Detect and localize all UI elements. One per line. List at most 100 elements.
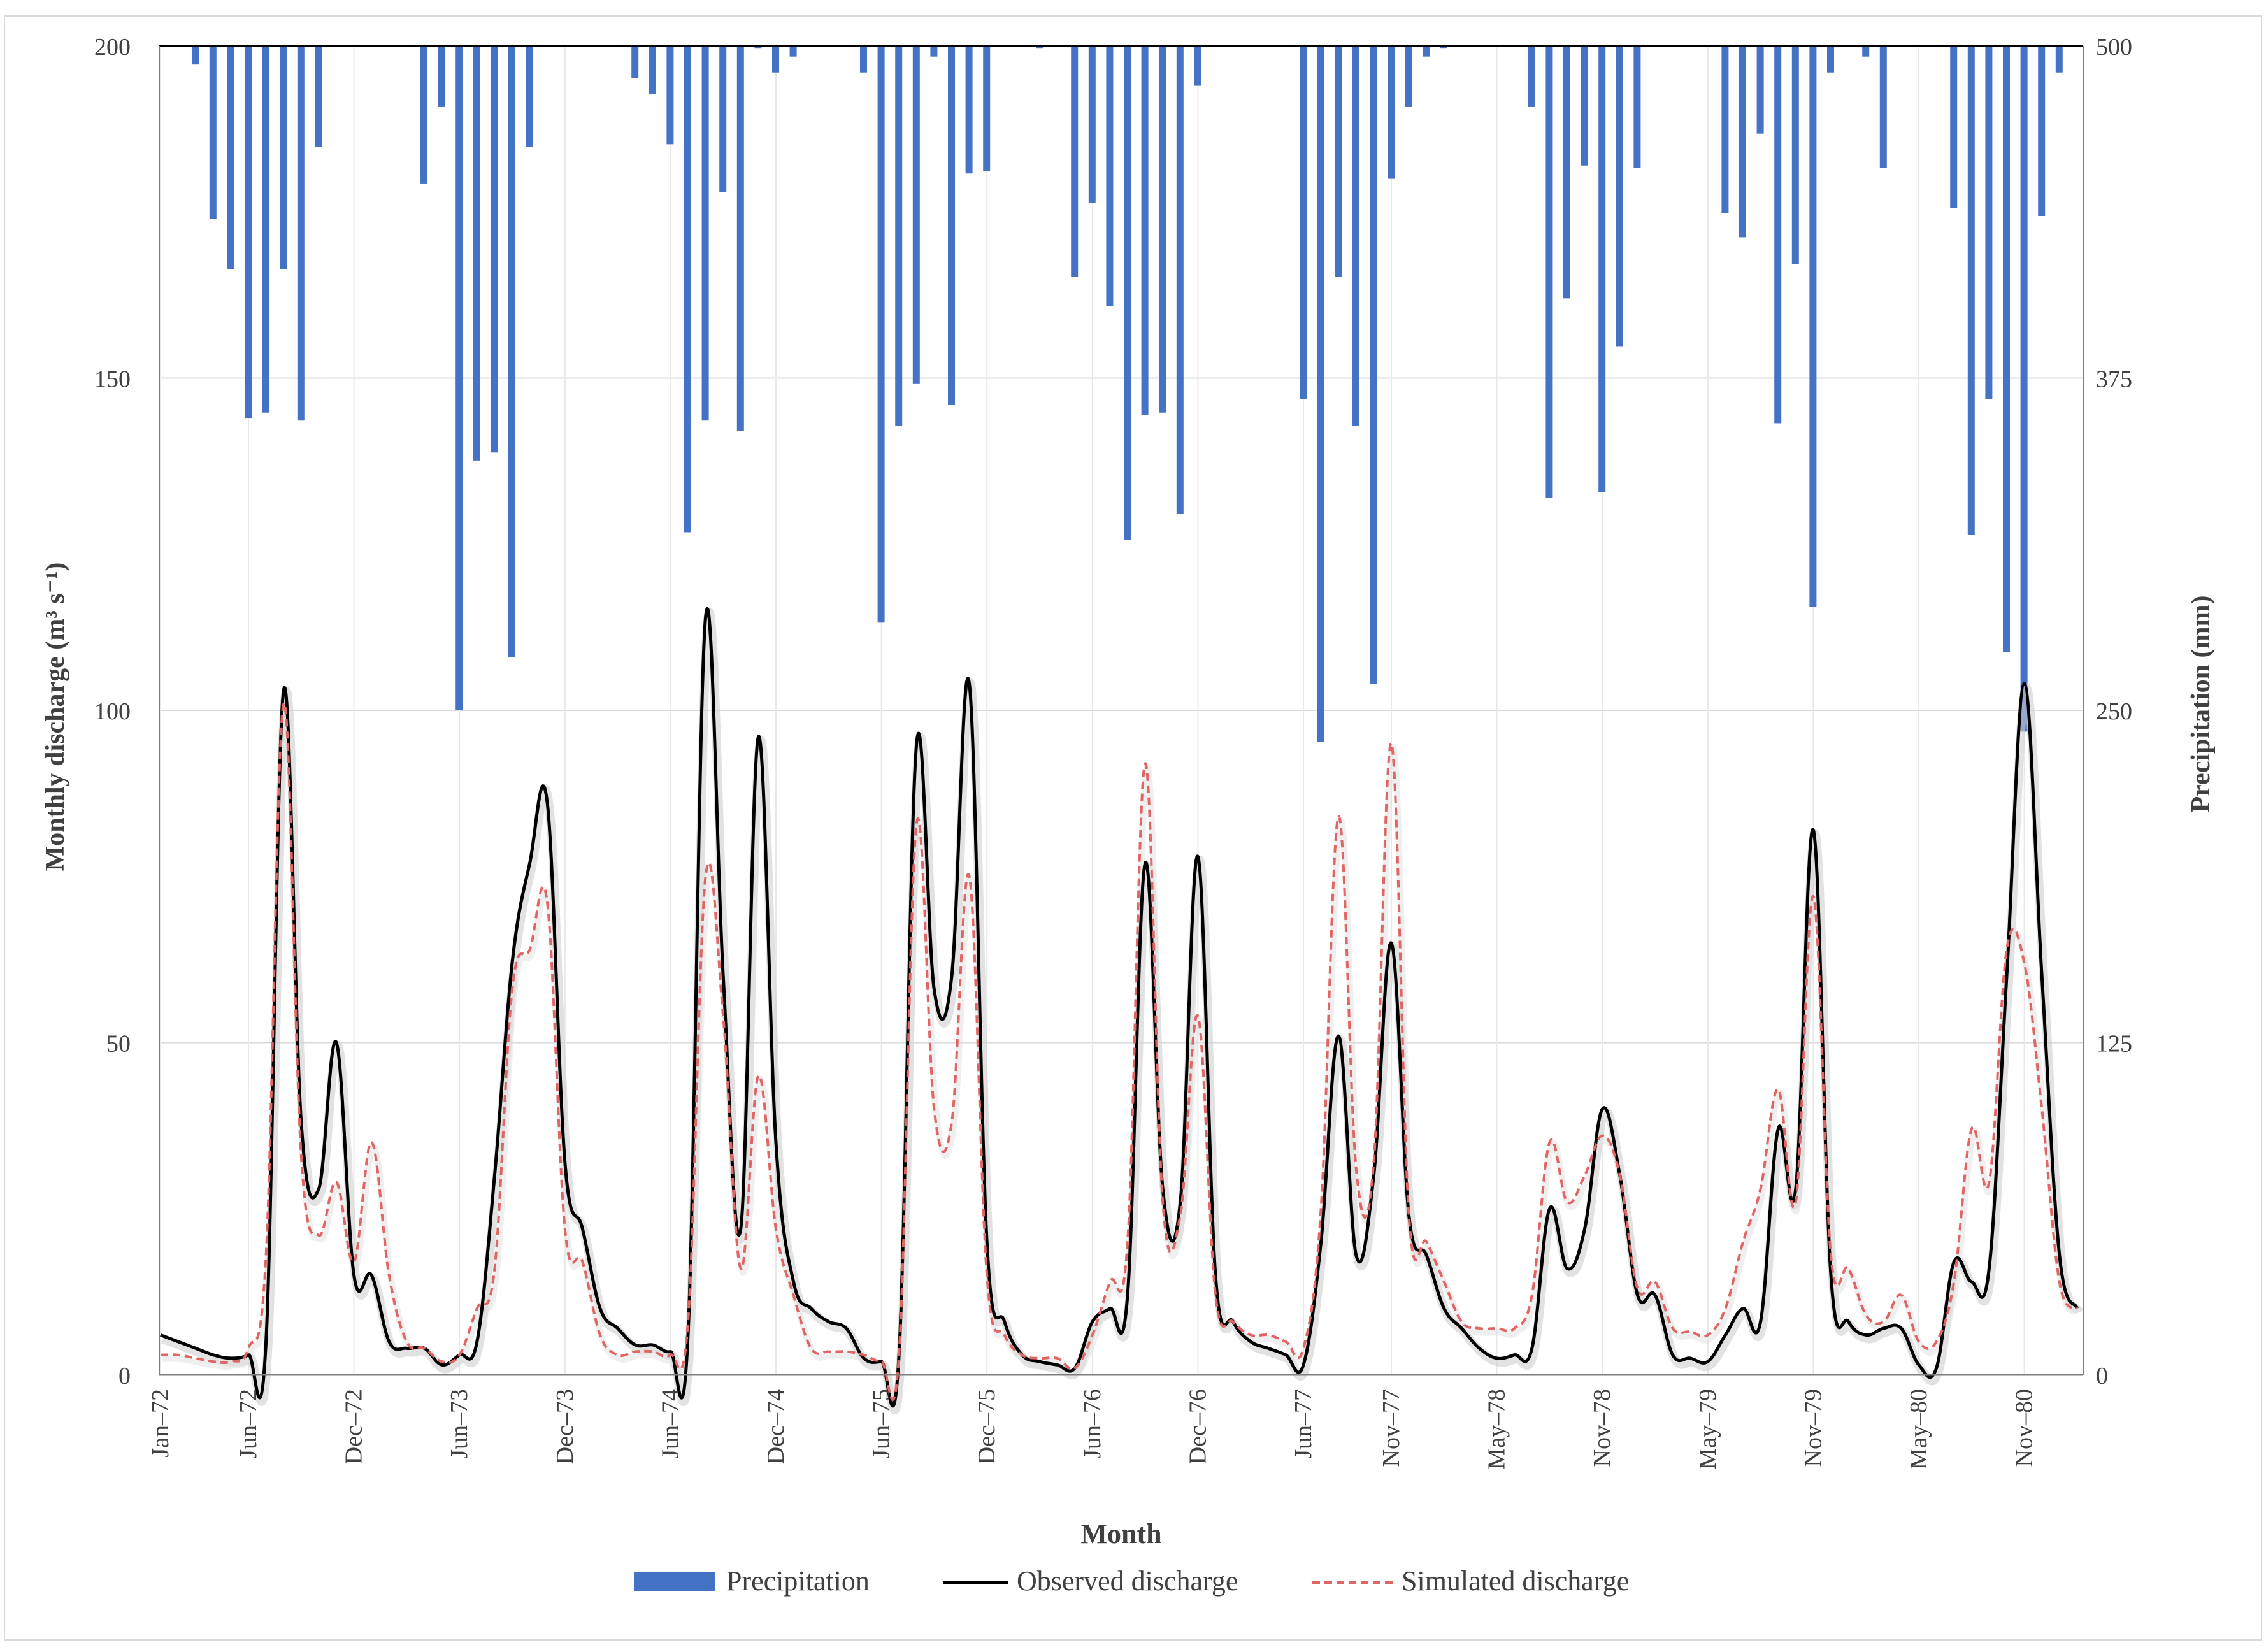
precipitation-bar [1370,46,1377,684]
x-tick-label: Jan–72 [147,1389,174,1458]
x-tick-label: Jun–74 [657,1389,684,1459]
precipitation-bar [1388,46,1395,179]
x-tick-label: Nov–79 [1800,1389,1826,1467]
precipitation-bar [192,46,199,65]
precipitation-bar [1036,46,1043,49]
precipitation-bar [1423,46,1430,57]
precipitation-bar [1985,46,1993,399]
y-left-tick-label: 150 [94,366,131,393]
precipitation-bar [1598,46,1606,492]
precipitation-bar [473,46,480,461]
precipitation-bar [491,46,498,453]
precipitation-bar [297,46,305,421]
x-tick-label: Dec–76 [1184,1389,1211,1464]
precipitation-bar [1071,46,1079,277]
precipitation-bars [192,46,2063,743]
precipitation-bar [1106,46,1114,306]
precipitation-bar [1879,46,1887,168]
precipitation-bar [701,46,709,421]
legend-label-simulated: Simulated discharge [1402,1565,1629,1597]
precipitation-bar [1809,46,1817,607]
precipitation-bar [719,46,727,192]
precipitation-bar [772,46,779,73]
legend-label-precipitation: Precipitation [726,1565,870,1597]
precipitation-bar [789,46,797,57]
precipitation-bar [1317,46,1324,743]
precipitation-bar [508,46,515,657]
x-tick-label: Jun–72 [235,1389,262,1459]
y-left-tick-label: 200 [94,34,131,61]
precipitation-bar [754,46,762,49]
y-left-tick-label: 100 [94,698,131,725]
precipitation-bar [526,46,533,147]
x-tick-label: Dec–75 [973,1389,1000,1464]
y-right-axis-title: Precipitation (mm) [2186,596,2216,813]
chart-frame [4,15,2262,1641]
precipitation-bar [1756,46,1764,134]
legend-swatch-precipitation [634,1572,715,1591]
precipitation-bar [1791,46,1799,264]
precipitation-bar [649,46,656,94]
simulated-discharge-line [160,701,2079,1402]
precipitation-bar [209,46,217,219]
x-tick-label: Dec–74 [763,1389,789,1464]
precipitation-bar [1545,46,1553,498]
precipitation-bar [736,46,744,431]
y-right-tick-label: 375 [2096,366,2132,393]
precipitation-bar [1176,46,1184,514]
x-tick-label: Jun–75 [868,1389,895,1459]
discharge-lines [160,607,2084,1414]
x-tick-label: Nov–77 [1378,1389,1405,1467]
y-right-tick-label: 250 [2096,698,2132,725]
precipitation-bar [420,46,427,184]
precipitation-bar [2003,46,2010,652]
precipitation-bar [912,46,920,384]
precipitation-bar [245,46,252,419]
precipitation-bar [1739,46,1746,238]
precipitation-bar [1633,46,1641,168]
precipitation-bar [2038,46,2046,217]
precipitation-bar [930,46,938,57]
precipitation-bar [227,46,234,269]
precipitation-bar [1950,46,1958,208]
x-tick-label: Jun–76 [1079,1389,1106,1459]
precipitation-bar [1352,46,1359,426]
precipitation-bar [455,46,463,710]
precipitation-bar [1440,46,1447,49]
precipitation-bar [1405,46,1412,107]
precipitation-bar [684,46,691,533]
precipitation-bar [262,46,269,413]
precipitation-bar [1862,46,1870,57]
precipitation-bar [315,46,322,147]
x-tick-label: Jun–73 [446,1389,473,1459]
x-axis-title: Month [1080,1518,1161,1549]
precipitation-bar [895,46,903,426]
x-tick-label: May–80 [1905,1389,1932,1470]
legend: Precipitation Observed discharge Simulated… [634,1565,1629,1597]
x-tick-label: May–78 [1484,1389,1510,1470]
precipitation-bar [1616,46,1623,347]
x-tick-label: Nov–78 [1589,1389,1616,1467]
precipitation-bar [860,46,867,73]
y-left-tick-label: 0 [118,1363,131,1390]
precipitation-bar [631,46,639,78]
precipitation-bar [1581,46,1588,166]
precipitation-bar [1159,46,1166,413]
legend-label-observed: Observed discharge [1017,1565,1238,1597]
y-right-tick-label: 125 [2096,1031,2132,1058]
x-tick-label: Nov–80 [2011,1389,2038,1467]
precipitation-bar [1300,46,1307,399]
y-left-tick-label: 50 [106,1031,131,1058]
y-left-axis-title: Monthly discharge (m³ s⁻¹) [41,563,70,872]
precipitation-bar [1194,46,1201,86]
precipitation-bar [965,46,973,174]
precipitation-bar [1721,46,1729,213]
observed-discharge-line [160,607,2079,1408]
axes: 0 0 50 125 100 250 150 375 200 500 Jan–72 Jun–72 Dec… [41,34,2216,1549]
precipitation-bar [1774,46,1782,424]
precipitation-bar [1967,46,1975,535]
precipitation-bar [666,46,674,145]
precipitation-bar [948,46,955,405]
precipitation-bar [280,46,287,269]
x-tick-label: Dec–72 [341,1389,368,1464]
